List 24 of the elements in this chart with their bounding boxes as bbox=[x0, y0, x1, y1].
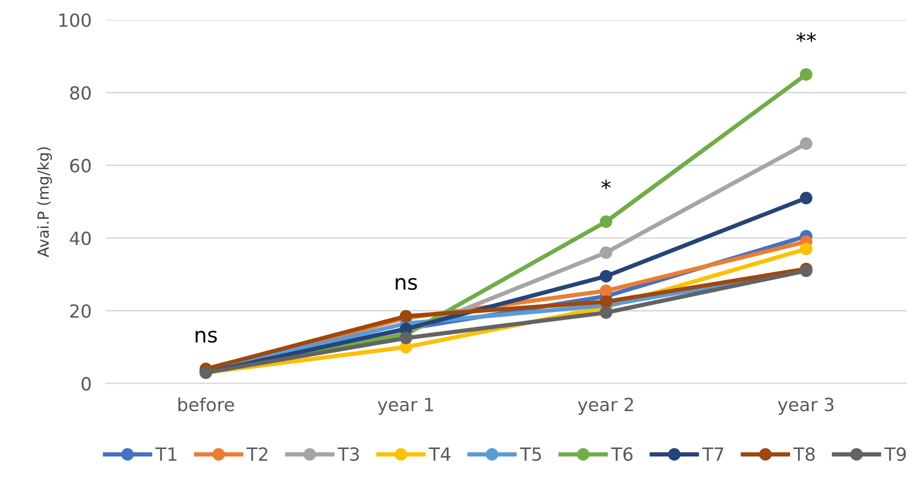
annotation: ns bbox=[196, 330, 217, 343]
y-tick-label: 20 bbox=[70, 304, 91, 318]
legend-label: T8 bbox=[793, 447, 815, 461]
legend-label: T4 bbox=[428, 448, 450, 461]
y-tick-label: 40 bbox=[70, 232, 91, 246]
annotation: ** bbox=[796, 32, 816, 42]
legend-label: T5 bbox=[520, 448, 541, 461]
y-tick-label: 0 bbox=[82, 376, 91, 391]
legend-label: T1 bbox=[155, 448, 176, 461]
legend-label: T7 bbox=[702, 448, 724, 461]
x-tick-label: before bbox=[178, 397, 234, 412]
legend-label: T3 bbox=[338, 447, 359, 461]
y-tick-label: 80 bbox=[70, 86, 91, 100]
annotation: ns bbox=[396, 278, 417, 290]
annotation: * bbox=[601, 180, 611, 190]
y-axis-title: Avai.P (mg/kg) bbox=[37, 147, 52, 258]
y-tick-label: 100 bbox=[59, 13, 91, 28]
legend-label: T6 bbox=[611, 447, 633, 461]
y-tick-label: 60 bbox=[70, 158, 91, 172]
legend-label: T2 bbox=[246, 447, 268, 461]
x-tick-label: year 2 bbox=[578, 398, 633, 415]
x-tick-label: year 1 bbox=[378, 398, 434, 415]
legend-label: T9 bbox=[884, 447, 906, 461]
x-tick-label: year 3 bbox=[778, 398, 834, 415]
